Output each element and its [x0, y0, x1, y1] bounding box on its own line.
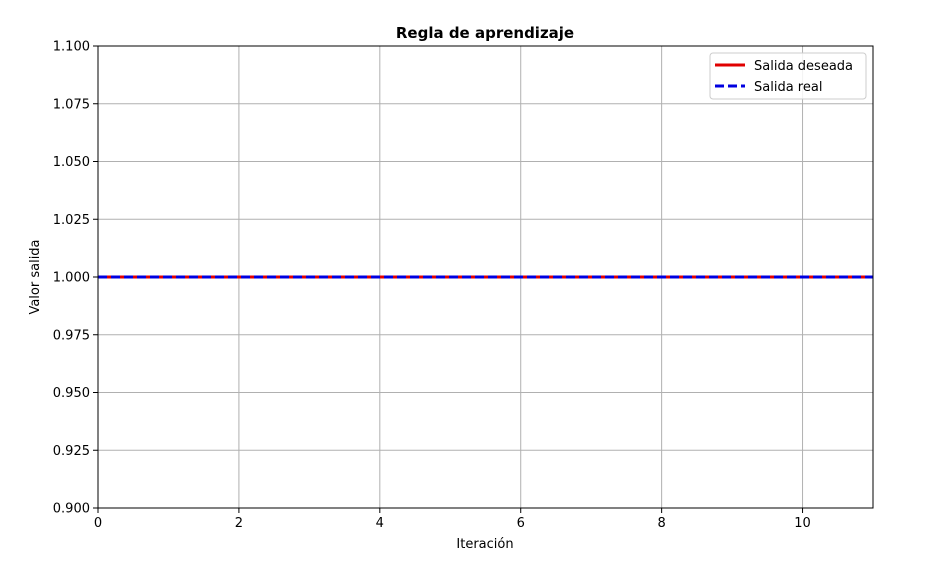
x-axis-ticks: 0 2 4 6 8 10	[94, 508, 811, 531]
y-tick-label: 0.900	[53, 502, 90, 517]
y-axis-ticks: 0.900 0.925 0.950 0.975 1.000 1.025 1.050 1.075…	[53, 40, 98, 517]
y-tick-label: 0.975	[53, 328, 90, 343]
x-tick-label: 10	[794, 516, 811, 531]
chart-title: Regla de aprendizaje	[396, 24, 574, 42]
x-axis-label: Iteración	[456, 537, 513, 552]
y-tick-label: 0.950	[53, 386, 90, 401]
y-tick-label: 1.050	[53, 155, 90, 170]
y-axis-label: Valor salida	[28, 239, 43, 314]
y-tick-label: 1.000	[53, 271, 90, 286]
y-tick-label: 1.100	[53, 40, 90, 55]
legend: Salida deseada Salida real	[709, 52, 867, 100]
legend-label-salida-real: Salida real	[754, 80, 822, 95]
y-tick-label: 1.025	[53, 213, 90, 228]
x-tick-label: 6	[517, 516, 525, 531]
x-tick-label: 8	[657, 516, 665, 531]
y-tick-label: 0.925	[53, 444, 90, 459]
y-tick-label: 1.075	[53, 97, 90, 112]
legend-box	[709, 52, 867, 100]
x-tick-label: 2	[235, 516, 243, 531]
x-tick-label: 4	[376, 516, 384, 531]
legend-label-salida-deseada: Salida deseada	[754, 59, 853, 74]
x-tick-label: 0	[94, 516, 102, 531]
